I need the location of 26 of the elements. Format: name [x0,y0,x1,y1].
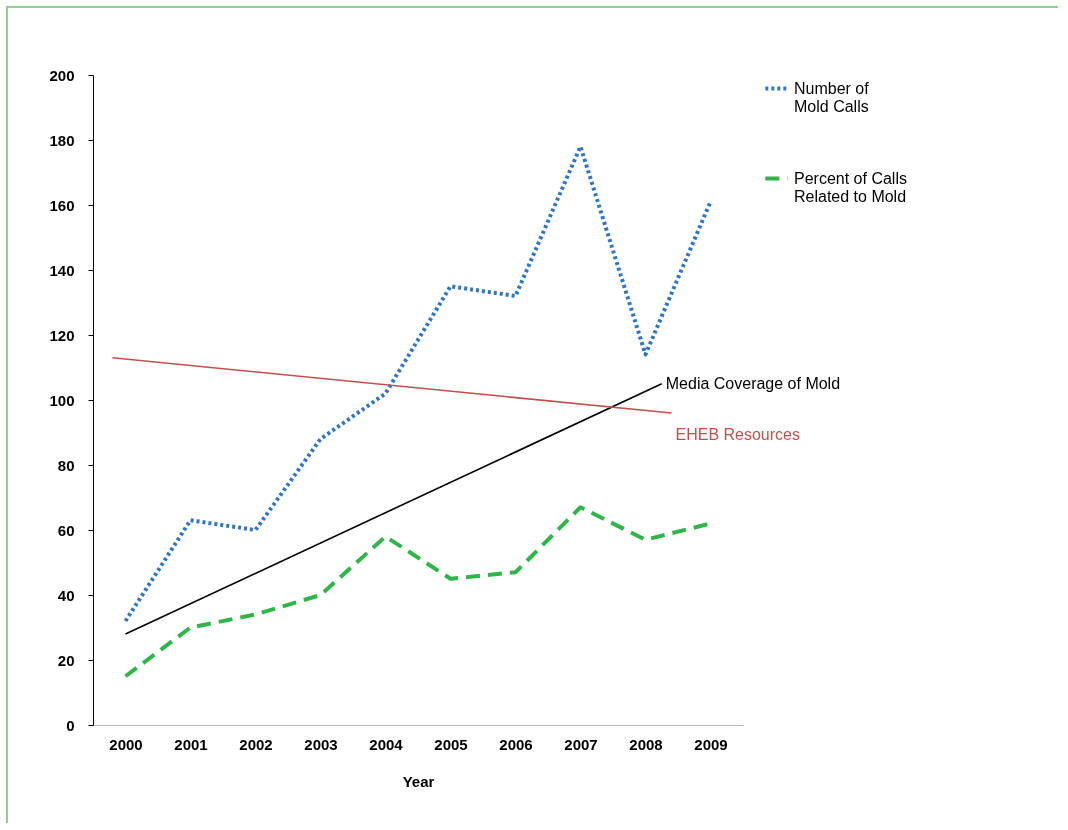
y-tick-label: 100 [49,391,75,409]
y-tick-label: 180 [49,131,75,149]
x-tick-label: 2002 [239,735,273,753]
series-label: Media Coverage of Mold [665,374,841,392]
y-tick-label: 120 [49,326,75,344]
x-tick-label: 2006 [499,735,533,753]
series-label: EHEB Resources [675,426,800,443]
x-tick-label: 2004 [369,735,404,753]
legend-label: Percent of Calls Related to Mold [794,169,907,205]
x-tick-label: 2003 [304,735,338,753]
x-axis-title: Year [402,772,435,790]
x-tick-label: 2000 [109,735,143,753]
x-tick-label: 2008 [629,735,663,753]
y-tick-label: 200 [49,66,75,84]
y-tick-label: 60 [57,521,75,539]
y-tick-label: 160 [49,196,75,214]
y-tick-label: 0 [66,716,75,734]
y-tick-label: 20 [57,651,75,669]
y-tick-label: 140 [49,261,75,279]
x-tick-label: 2009 [694,735,728,753]
y-tick-label: 40 [57,586,75,604]
legend-label: Number of Mold Calls [794,79,870,115]
y-tick-label: 80 [57,456,75,474]
x-tick-label: 2001 [174,735,208,753]
x-tick-label: 2005 [434,735,468,753]
x-tick-label: 2007 [564,735,598,753]
